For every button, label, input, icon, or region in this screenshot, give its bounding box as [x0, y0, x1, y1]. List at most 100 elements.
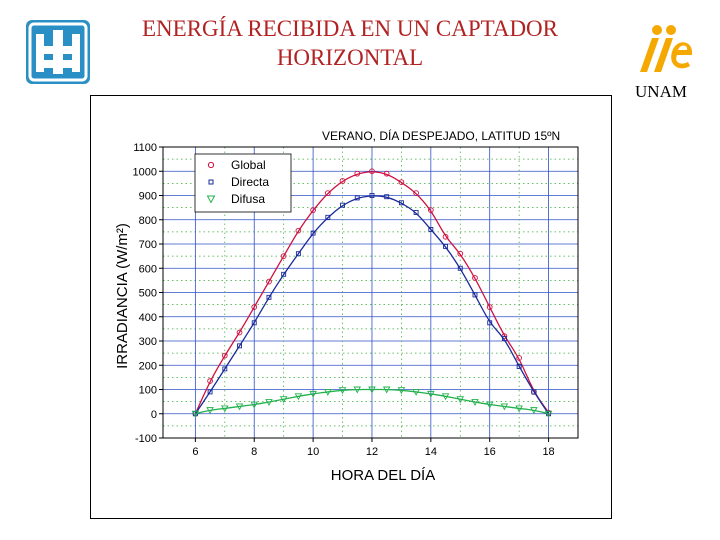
- x-axis-label: HORA DEL DÍA: [331, 467, 435, 484]
- point-difusa: [338, 387, 347, 395]
- point-directa: [384, 194, 390, 200]
- point-global: [472, 275, 478, 281]
- point-directa: [251, 320, 257, 326]
- point-directa: [237, 343, 242, 349]
- point-directa: [428, 226, 434, 232]
- point-directa: [472, 292, 478, 298]
- point-difusa: [235, 403, 244, 411]
- x-tick-label: 8: [251, 446, 257, 458]
- axes-layer: -100 0 100 200 300 400 500 600 700 800 900 1000 1100…: [133, 142, 579, 458]
- y-axis-label: IRRADIANCIA (W/m²): [114, 223, 131, 369]
- y-tick-label: 1100: [133, 142, 157, 154]
- point-global: [280, 253, 287, 259]
- point-global: [398, 179, 405, 186]
- point-directa: [487, 320, 493, 326]
- point-global: [516, 355, 522, 361]
- series-layer: [191, 168, 553, 418]
- point-directa: [457, 265, 463, 271]
- y-tick-label: 900: [139, 191, 157, 203]
- point-global: [369, 168, 375, 175]
- thunderbird-logo-icon: [26, 20, 90, 84]
- point-directa: [531, 389, 537, 395]
- point-difusa: [279, 396, 288, 404]
- point-global: [310, 207, 316, 213]
- legend: Global Directa Difusa: [194, 153, 292, 213]
- slide-title-line1: ENERGÍA RECIBIDA EN UN CAPTADOR: [142, 16, 558, 41]
- legend-marker-difusa: [206, 195, 216, 204]
- point-directa: [266, 294, 272, 300]
- x-tick-label: 14: [425, 446, 437, 458]
- point-difusa: [191, 410, 200, 418]
- point-difusa: [530, 407, 538, 415]
- y-tick-label: 0: [151, 409, 157, 421]
- point-global: [339, 178, 346, 184]
- point-directa: [325, 214, 331, 220]
- series-line-difusa: [195, 388, 549, 415]
- iie-logo-icon: [640, 25, 692, 72]
- point-difusa: [206, 407, 214, 415]
- point-difusa: [324, 388, 332, 396]
- iie-logo: [632, 22, 694, 78]
- point-global: [383, 170, 390, 177]
- point-directa: [207, 389, 213, 395]
- slide-title: ENERGÍA RECIBIDA EN UN CAPTADOR HORIZONT…: [110, 14, 590, 72]
- point-directa: [369, 193, 375, 198]
- point-directa: [443, 243, 449, 249]
- point-global: [236, 329, 243, 336]
- point-directa: [413, 210, 419, 215]
- point-global: [442, 233, 449, 240]
- y-tick-label: 200: [139, 360, 157, 372]
- y-tick-label: 400: [139, 312, 157, 324]
- legend-marker-global: [207, 161, 215, 169]
- x-tick-label: 6: [192, 446, 198, 458]
- point-difusa: [456, 396, 465, 404]
- point-global: [207, 378, 213, 384]
- point-directa: [354, 195, 360, 201]
- point-global: [324, 190, 331, 196]
- point-difusa: [397, 387, 406, 395]
- y-tick-label: 700: [139, 239, 157, 251]
- point-global: [221, 352, 228, 359]
- point-difusa: [441, 393, 450, 401]
- chart-title: VERANO, DÍA DESPEJADO, LATITUD 15ºN: [322, 128, 560, 143]
- point-difusa: [250, 401, 258, 409]
- point-difusa: [382, 386, 391, 394]
- point-directa: [310, 230, 316, 236]
- point-difusa: [221, 405, 229, 413]
- slide-title-line2: HORIZONTAL: [276, 45, 424, 70]
- x-tick-label: 12: [366, 446, 378, 458]
- y-tick-label: 1000: [133, 166, 157, 178]
- point-difusa: [368, 386, 376, 394]
- series-line-directa: [194, 195, 550, 415]
- x-tick-label: 16: [484, 446, 496, 458]
- point-global: [251, 304, 258, 310]
- point-difusa: [544, 410, 553, 418]
- x-tick-label: 18: [542, 446, 554, 458]
- irradiance-chart: -100 0 100 200 300 400 500 600 700 800 900 1000 1100…: [114, 128, 579, 484]
- legend-label-global: Global: [231, 158, 266, 172]
- point-difusa: [265, 399, 273, 407]
- point-difusa: [309, 390, 317, 398]
- sandia-logo: [26, 20, 90, 84]
- point-directa: [340, 202, 345, 208]
- legend-label-difusa: Difusa: [231, 192, 265, 206]
- point-global: [486, 304, 493, 310]
- y-tick-label: 500: [139, 288, 157, 300]
- y-tick-label: -100: [135, 433, 157, 445]
- point-difusa: [412, 388, 420, 396]
- point-difusa: [471, 399, 479, 407]
- y-tick-label: 100: [139, 385, 157, 397]
- point-global: [266, 278, 272, 285]
- y-tick-label: 300: [139, 336, 157, 348]
- chart-frame: -100 0 100 200 300 400 500 600 700 800 900 1000 1100…: [90, 95, 612, 519]
- point-directa: [501, 336, 507, 342]
- point-global: [457, 250, 464, 257]
- unam-label: UNAM: [635, 82, 687, 101]
- point-directa: [516, 364, 522, 369]
- point-directa: [398, 200, 404, 206]
- point-global: [354, 170, 361, 177]
- series-line-global: [194, 171, 550, 415]
- point-difusa: [515, 405, 523, 413]
- point-difusa: [353, 386, 362, 394]
- point-directa: [281, 271, 287, 277]
